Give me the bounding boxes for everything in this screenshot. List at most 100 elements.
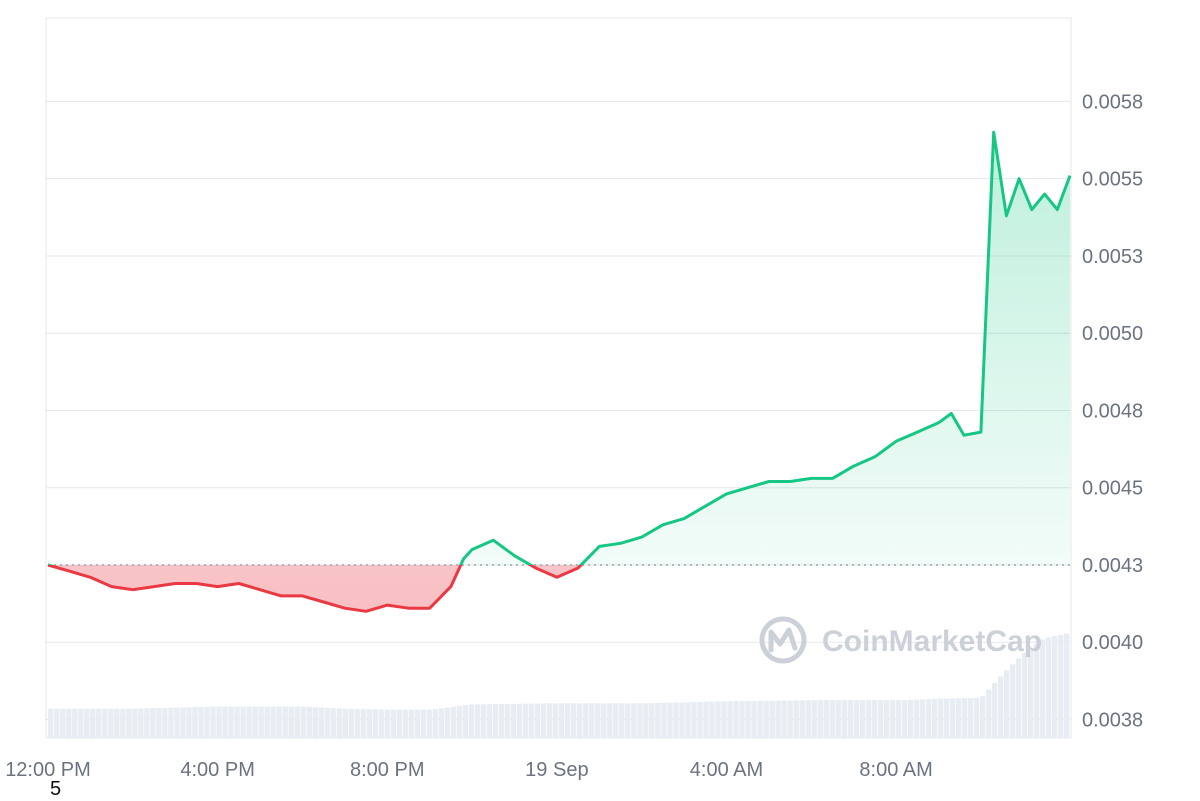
volume-bar [276,706,282,738]
y-tick-label: 0.0053 [1082,246,1143,268]
volume-bar [324,707,330,738]
volume-bar [679,702,685,738]
volume-bar [685,702,691,738]
volume-bar [967,698,974,738]
price-point [194,581,198,585]
price-point [1043,192,1047,196]
volume-bar [583,703,589,738]
footnote: 5 [50,778,62,800]
price-point [88,575,92,579]
volume-bar [150,708,156,738]
volume-bar [1039,639,1046,738]
volume-bar [234,706,240,738]
volume-bar [66,708,72,738]
volume-bar [138,708,144,738]
price-point [618,541,622,545]
volume-bar [757,700,763,738]
price-point [364,609,368,613]
x-tick-label: 4:00 AM [690,759,763,781]
price-point [385,603,389,607]
volume-bar [414,709,421,738]
volume-bar [637,703,643,738]
volume-bar [799,700,805,738]
price-point [258,588,262,592]
volume-bar [739,701,745,738]
volume-bar [889,700,896,738]
area-above-baseline [460,132,1070,565]
price-point [682,517,686,521]
volume-bar [565,703,571,738]
volume-bar [1063,633,1070,738]
volume-bar [673,702,679,738]
volume-bar [132,708,138,738]
price-point [216,585,220,589]
price-point [1055,208,1059,212]
price-point [67,569,71,573]
volume-bar [348,708,354,738]
volume-bar [781,700,787,738]
price-point [343,606,347,610]
volume-bar [114,708,120,738]
volume-bar [264,706,270,738]
price-point [1030,208,1034,212]
price-point [809,476,813,480]
volume-bar [306,706,312,738]
volume-bar [817,700,823,738]
volume-bar [937,698,944,738]
price-line-above-baseline [48,130,1072,565]
price-point [1004,214,1008,218]
volume-bar [613,703,619,738]
volume-bar [709,701,715,738]
volume-bar [631,703,637,738]
volume-bar [216,706,222,738]
y-axis-labels: 0.0058 0.0055 0.0053 0.0050 0.0048 0.0045 0.00… [1082,91,1143,731]
volume-bar [871,700,878,738]
volume-bar [480,704,487,738]
x-tick-label: 8:00 AM [859,759,932,781]
watermark-text: CoinMarketCap [822,625,1042,658]
volume-bar [763,700,769,738]
volume-bar [943,698,950,738]
price-point [852,464,856,468]
area-below-baseline [48,564,1070,612]
volume-bar [997,676,1004,738]
volume-bar [126,708,132,738]
volume-bar [456,705,463,738]
volume-bar [258,706,264,738]
volume-bar [655,702,661,738]
price-point [1068,174,1072,178]
price-point [462,557,466,561]
volume-bar [793,700,799,738]
volume-bars [48,633,1070,738]
volume-bar [1051,636,1058,738]
volume-bar [721,701,727,738]
volume-bar [270,706,276,738]
volume-bar [667,702,673,738]
volume-bar [949,698,956,738]
y-tick-label: 0.0038 [1082,709,1143,731]
volume-bar [102,708,108,738]
price-point [661,523,665,527]
price-point [237,581,241,585]
volume-bar [589,703,595,738]
volume-bar [619,703,625,738]
volume-bar [186,707,192,738]
volume-bar [661,702,667,738]
price-point [110,585,114,589]
volume-bar [486,704,493,738]
price-point [534,566,538,570]
volume-bar [474,704,481,738]
price-point [725,492,729,496]
volume-bar [643,703,649,738]
price-point [300,594,304,598]
volume-bar [318,707,324,738]
volume-bar [595,703,601,738]
volume-bar [1027,648,1034,738]
volume-bar [288,706,294,738]
price-point [512,554,516,558]
volume-bar [228,706,234,738]
volume-bar [504,703,511,738]
volume-bar [360,709,367,738]
price-point [428,606,432,610]
volume-bar [342,708,348,738]
